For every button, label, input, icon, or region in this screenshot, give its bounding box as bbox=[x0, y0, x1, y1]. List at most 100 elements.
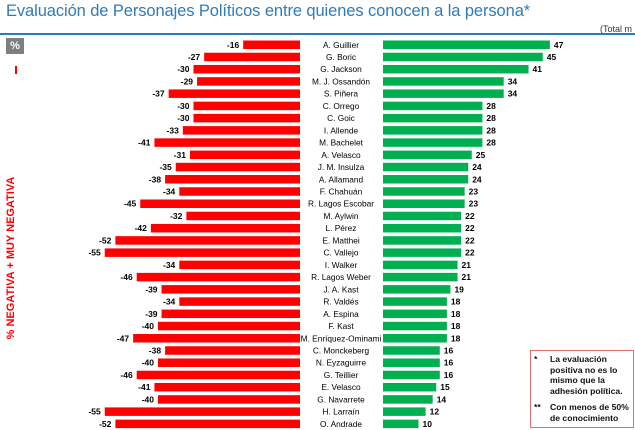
negative-value-label: -32 bbox=[170, 211, 183, 221]
negative-bar bbox=[115, 236, 301, 245]
category-label: R. Valdés bbox=[323, 297, 358, 307]
category-label: H. Larraín bbox=[323, 407, 360, 417]
negative-value-label: -55 bbox=[88, 248, 101, 258]
positive-bar bbox=[383, 89, 504, 98]
negative-bar bbox=[136, 370, 300, 380]
positive-bar bbox=[383, 126, 483, 135]
category-label: A. Allamand bbox=[319, 174, 364, 184]
negative-bar bbox=[165, 175, 300, 184]
category-label: C. Orrego bbox=[323, 101, 360, 111]
negative-value-label: -30 bbox=[177, 64, 190, 74]
category-label: O. Andrade bbox=[320, 419, 362, 429]
positive-bar bbox=[383, 334, 447, 343]
negative-value-label: -40 bbox=[142, 394, 155, 404]
positive-bar bbox=[383, 150, 472, 160]
positive-bar bbox=[383, 113, 483, 123]
negative-bar bbox=[179, 260, 300, 270]
positive-value-label: 16 bbox=[444, 370, 454, 380]
positive-bar bbox=[383, 77, 504, 86]
negative-bar bbox=[161, 309, 300, 319]
negative-bar bbox=[158, 395, 300, 404]
positive-value-label: 14 bbox=[437, 394, 447, 404]
negative-bar bbox=[197, 77, 300, 86]
negative-value-label: -31 bbox=[174, 150, 187, 160]
category-label: E. Velasco bbox=[321, 382, 361, 392]
positive-bar bbox=[383, 272, 458, 282]
negative-value-label: -38 bbox=[149, 346, 162, 356]
positive-bar bbox=[383, 52, 543, 62]
positive-bar bbox=[383, 223, 462, 233]
positive-bar bbox=[383, 199, 465, 208]
footnote-2: ** Con menos de 50% de conocimiento bbox=[534, 402, 630, 423]
negative-bar bbox=[136, 272, 300, 282]
negative-value-label: -37 bbox=[152, 89, 165, 99]
positive-value-label: 12 bbox=[430, 407, 440, 417]
positive-bar bbox=[383, 370, 440, 380]
negative-bar bbox=[154, 138, 300, 147]
negative-bar bbox=[158, 321, 300, 331]
category-label: I. Allende bbox=[324, 125, 359, 135]
negative-value-label: -30 bbox=[177, 113, 190, 123]
positive-value-label: 22 bbox=[465, 223, 475, 233]
positive-value-label: 18 bbox=[451, 333, 461, 343]
footnote-1-mark: * bbox=[534, 354, 538, 364]
category-label: M. Enríquez-Ominami bbox=[301, 333, 382, 343]
negative-bar bbox=[158, 358, 300, 367]
negative-bar bbox=[193, 113, 300, 123]
negative-bar bbox=[161, 285, 300, 294]
category-label: S. Piñera bbox=[324, 89, 359, 99]
category-label: N. Eyzaguirre bbox=[316, 358, 367, 368]
positive-bar bbox=[383, 285, 451, 294]
negative-value-label: -40 bbox=[142, 321, 155, 331]
positive-value-label: 21 bbox=[462, 272, 472, 282]
category-label: I. Walker bbox=[325, 260, 358, 270]
category-label: A. Espina bbox=[323, 309, 359, 319]
positive-bar bbox=[383, 211, 462, 221]
negative-bar bbox=[189, 150, 300, 160]
category-label: R. Lagos Weber bbox=[311, 272, 371, 282]
positive-value-label: 18 bbox=[451, 297, 461, 307]
positive-value-label: 22 bbox=[465, 235, 475, 245]
negative-bar bbox=[175, 162, 300, 172]
positive-bar bbox=[383, 260, 458, 270]
negative-value-label: -33 bbox=[167, 125, 180, 135]
category-label: G. Jackson bbox=[320, 64, 362, 74]
category-label: G. Boric bbox=[326, 52, 356, 62]
positive-value-label: 41 bbox=[533, 64, 543, 74]
positive-value-label: 18 bbox=[451, 309, 461, 319]
negative-value-label: -30 bbox=[177, 101, 190, 111]
negative-bar bbox=[179, 297, 300, 306]
base-note: (Total m bbox=[600, 24, 633, 34]
negative-value-label: -41 bbox=[138, 382, 151, 392]
positive-bar bbox=[383, 101, 483, 111]
negative-value-label: -52 bbox=[99, 235, 112, 245]
negative-value-label: -46 bbox=[120, 370, 133, 380]
category-label: R. Lagos Escobar bbox=[308, 199, 374, 209]
footnote-1: * La evaluación positiva no es lo mismo … bbox=[534, 354, 630, 396]
negative-bar bbox=[193, 101, 300, 111]
positive-bar bbox=[383, 321, 447, 331]
positive-value-label: 18 bbox=[451, 321, 461, 331]
category-label: J. M. Insulza bbox=[318, 162, 365, 172]
positive-value-label: 16 bbox=[444, 346, 454, 356]
side-tick-mark bbox=[15, 66, 17, 74]
positive-value-label: 28 bbox=[486, 125, 496, 135]
negative-bar bbox=[165, 346, 300, 355]
negative-value-label: -35 bbox=[159, 162, 172, 172]
negative-value-label: -34 bbox=[163, 187, 176, 197]
negative-value-label: -38 bbox=[149, 174, 162, 184]
positive-value-label: 47 bbox=[554, 40, 564, 50]
positive-bar bbox=[383, 395, 433, 404]
footnote-2-text: Con menos de 50% de conocimiento bbox=[550, 402, 629, 423]
positive-bar bbox=[383, 297, 447, 306]
category-label: L. Pérez bbox=[326, 223, 357, 233]
category-label: J. A. Kast bbox=[323, 284, 359, 294]
positive-value-label: 34 bbox=[508, 89, 518, 99]
negative-value-label: -29 bbox=[181, 76, 194, 86]
negative-value-label: -55 bbox=[88, 407, 101, 417]
title-underline bbox=[0, 33, 635, 35]
negative-bar bbox=[150, 223, 300, 233]
positive-value-label: 23 bbox=[469, 199, 479, 209]
positive-value-label: 22 bbox=[465, 211, 475, 221]
positive-value-label: 34 bbox=[508, 76, 518, 86]
